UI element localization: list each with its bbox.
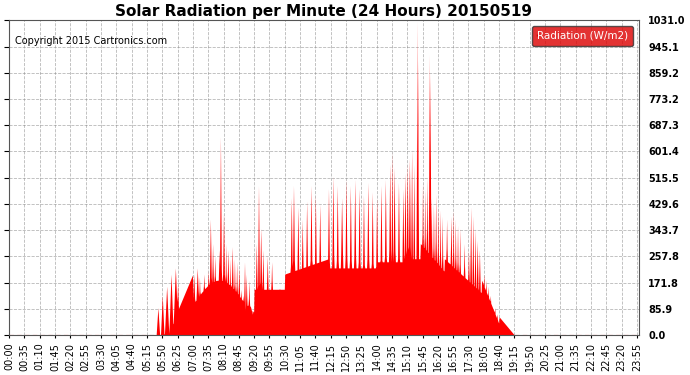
Text: Copyright 2015 Cartronics.com: Copyright 2015 Cartronics.com [15,36,168,46]
Legend: Radiation (W/m2): Radiation (W/m2) [532,26,633,46]
Title: Solar Radiation per Minute (24 Hours) 20150519: Solar Radiation per Minute (24 Hours) 20… [115,4,533,19]
